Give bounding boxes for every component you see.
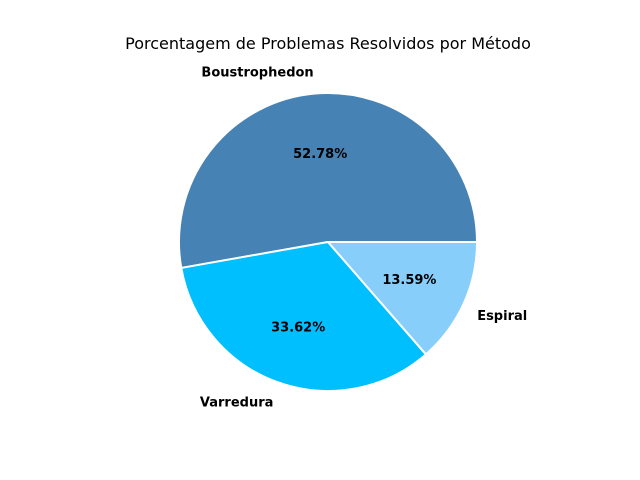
pie-slice-espiral bbox=[327, 241, 478, 356]
chart-title: Porcentagem de Problemas Resolvidos por … bbox=[125, 34, 531, 53]
pie-labels: Boustrophedon 52.78% Varredura 33.62% Espira… bbox=[200, 66, 527, 411]
pie-slice-varredura bbox=[180, 241, 427, 392]
pct-label-varredura: 33.62% bbox=[271, 320, 325, 335]
slice-label-espiral: Espiral bbox=[477, 309, 527, 324]
slice-label-varredura: Varredura bbox=[200, 396, 274, 411]
pct-label-espiral: 13.59% bbox=[382, 273, 436, 288]
pct-label-boustrophedon: 52.78% bbox=[293, 147, 347, 162]
pie-slice-boustrophedon bbox=[178, 91, 478, 269]
slice-label-boustrophedon: Boustrophedon bbox=[201, 66, 313, 81]
pie-slices bbox=[178, 91, 478, 392]
